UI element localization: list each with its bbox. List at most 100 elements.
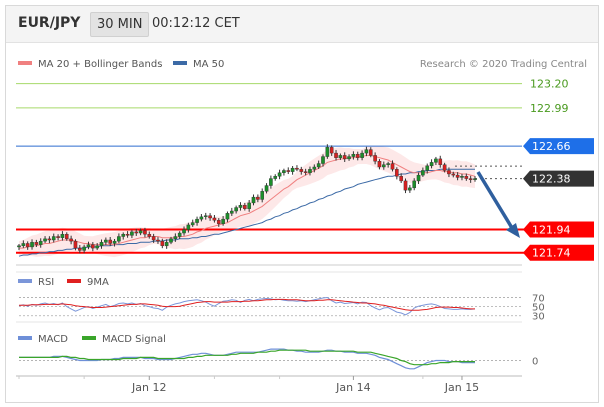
- candle-body: [21, 243, 26, 246]
- candle-body: [47, 238, 52, 241]
- candle-body: [403, 180, 408, 191]
- candle-body: [182, 229, 186, 234]
- candle-body: [143, 230, 147, 235]
- candle-body: [56, 236, 60, 238]
- candle-body: [238, 205, 243, 208]
- candle-body: [464, 176, 469, 179]
- candle-body: [117, 236, 121, 242]
- level-tag-text-support_2: 121.74: [532, 247, 571, 260]
- time-tick-label: Jan 15: [444, 381, 479, 394]
- timestamp-label: 00:12:12 CET: [152, 16, 240, 31]
- candle-body: [234, 207, 238, 212]
- forecast-arrow-head: [506, 223, 520, 238]
- candle-body: [377, 161, 382, 168]
- chart-frame: EUR/JPY 30 MIN 00:12:12 CET: [5, 5, 599, 403]
- candle-body: [212, 217, 217, 221]
- time-tick-label: Jan 14: [335, 381, 370, 394]
- candle-body: [34, 242, 39, 245]
- candle-body: [69, 238, 73, 242]
- candle-body: [395, 169, 399, 177]
- candle-body: [455, 174, 460, 178]
- bollinger-bands: [19, 145, 475, 258]
- candle-body: [342, 155, 347, 160]
- candle-body: [416, 174, 421, 182]
- rsi-ma-legend-swatch: [67, 279, 81, 283]
- candle-body: [147, 233, 152, 237]
- candle-body: [190, 222, 195, 226]
- rsi-tick-50: 50: [532, 303, 545, 314]
- candle-body: [290, 167, 295, 172]
- candle-body: [282, 170, 286, 173]
- candle-body: [203, 215, 208, 218]
- timeframe-badge[interactable]: 30 MIN: [90, 12, 150, 37]
- candle-body: [77, 247, 82, 251]
- candle-body: [95, 245, 99, 249]
- candle-body: [216, 220, 221, 224]
- candle-body: [434, 158, 438, 163]
- candle-body: [355, 154, 360, 158]
- candle-body: [134, 231, 139, 234]
- candle-body: [64, 233, 69, 240]
- candle-body: [429, 162, 434, 167]
- ma50-legend-swatch: [173, 61, 187, 65]
- level-tag-text-last_price: 122.38: [532, 173, 571, 186]
- candle-body: [329, 147, 334, 154]
- candle-body: [51, 236, 56, 241]
- candle-body: [160, 240, 165, 246]
- candle-body: [373, 155, 377, 162]
- copyright-text: Research © 2020 Trading Central: [420, 59, 587, 70]
- candle-body: [38, 240, 43, 245]
- ma20-line: [19, 154, 476, 249]
- candle-body: [99, 242, 104, 246]
- candle-body: [325, 147, 330, 157]
- rsi-legend-label: RSI: [38, 277, 54, 288]
- candle-body: [312, 166, 317, 170]
- ma50-line: [18, 168, 475, 257]
- level-label-resistance_2: 123.20: [530, 78, 569, 91]
- candle-body: [399, 176, 403, 182]
- candle-body: [408, 187, 412, 191]
- level-tag-text-support_1: 121.94: [532, 224, 571, 237]
- candle-body: [256, 196, 260, 200]
- chart-header: EUR/JPY 30 MIN 00:12:12 CET: [6, 6, 598, 43]
- macd-signal-legend-label: MACD Signal: [102, 334, 166, 345]
- ma50-legend-label: MA 50: [193, 59, 224, 70]
- candle-body: [229, 210, 234, 214]
- candle-body: [382, 164, 386, 168]
- candle-body: [260, 191, 265, 200]
- candle-body: [151, 236, 156, 241]
- candle-body: [17, 245, 21, 248]
- candle-body: [412, 180, 417, 189]
- candle-body: [425, 165, 430, 171]
- candle-body: [316, 163, 321, 168]
- macd-series-1: [19, 349, 475, 366]
- level-tags: 123.20 122.99 122.66 122.38 121.94 121.74: [523, 78, 594, 261]
- candle-body: [247, 202, 251, 209]
- candle-body: [468, 178, 473, 180]
- candle-body: [368, 149, 373, 156]
- candle-body: [442, 164, 447, 171]
- candle-body: [225, 213, 230, 220]
- candle-body: [169, 238, 173, 243]
- candle-body: [360, 152, 364, 158]
- candle-body: [390, 163, 395, 170]
- candle-body: [334, 152, 338, 158]
- rsi-tick-30: 30: [532, 312, 545, 323]
- moving-averages: [18, 154, 476, 257]
- candle-body: [25, 243, 30, 248]
- macd-tick-0: 0: [532, 357, 538, 368]
- candle-body: [338, 155, 343, 158]
- rsi-ma-legend-label: 9MA: [87, 277, 109, 288]
- level-label-resistance_1: 122.99: [530, 102, 569, 115]
- candle-body: [30, 242, 34, 248]
- candle-body: [447, 170, 451, 175]
- candle-body: [460, 176, 464, 178]
- bollinger-band-area: [19, 145, 475, 258]
- candle-body: [112, 240, 117, 244]
- candle-body: [299, 169, 304, 172]
- rsi-series-0: [18, 296, 476, 316]
- candle-body: [269, 178, 273, 186]
- candle-body: [73, 240, 78, 249]
